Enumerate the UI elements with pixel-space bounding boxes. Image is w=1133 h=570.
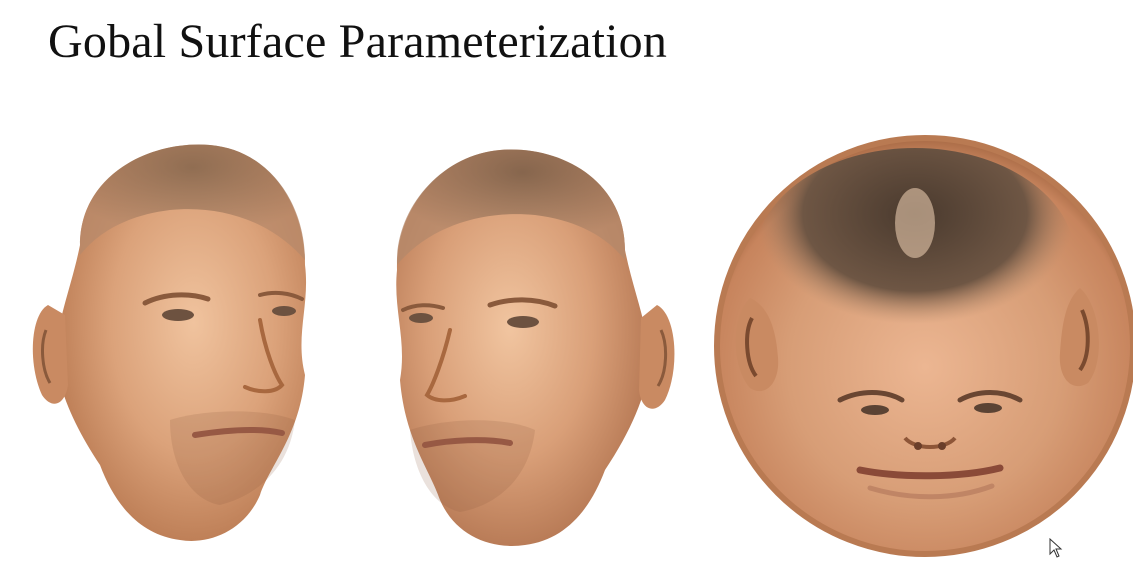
textured-face-left-view xyxy=(32,144,307,541)
slide-title: Gobal Surface Parameterization xyxy=(48,15,668,68)
mouse-pointer-icon xyxy=(1049,538,1063,558)
spherical-face-parameterization xyxy=(714,135,1133,557)
textured-face-right-view xyxy=(396,149,675,546)
